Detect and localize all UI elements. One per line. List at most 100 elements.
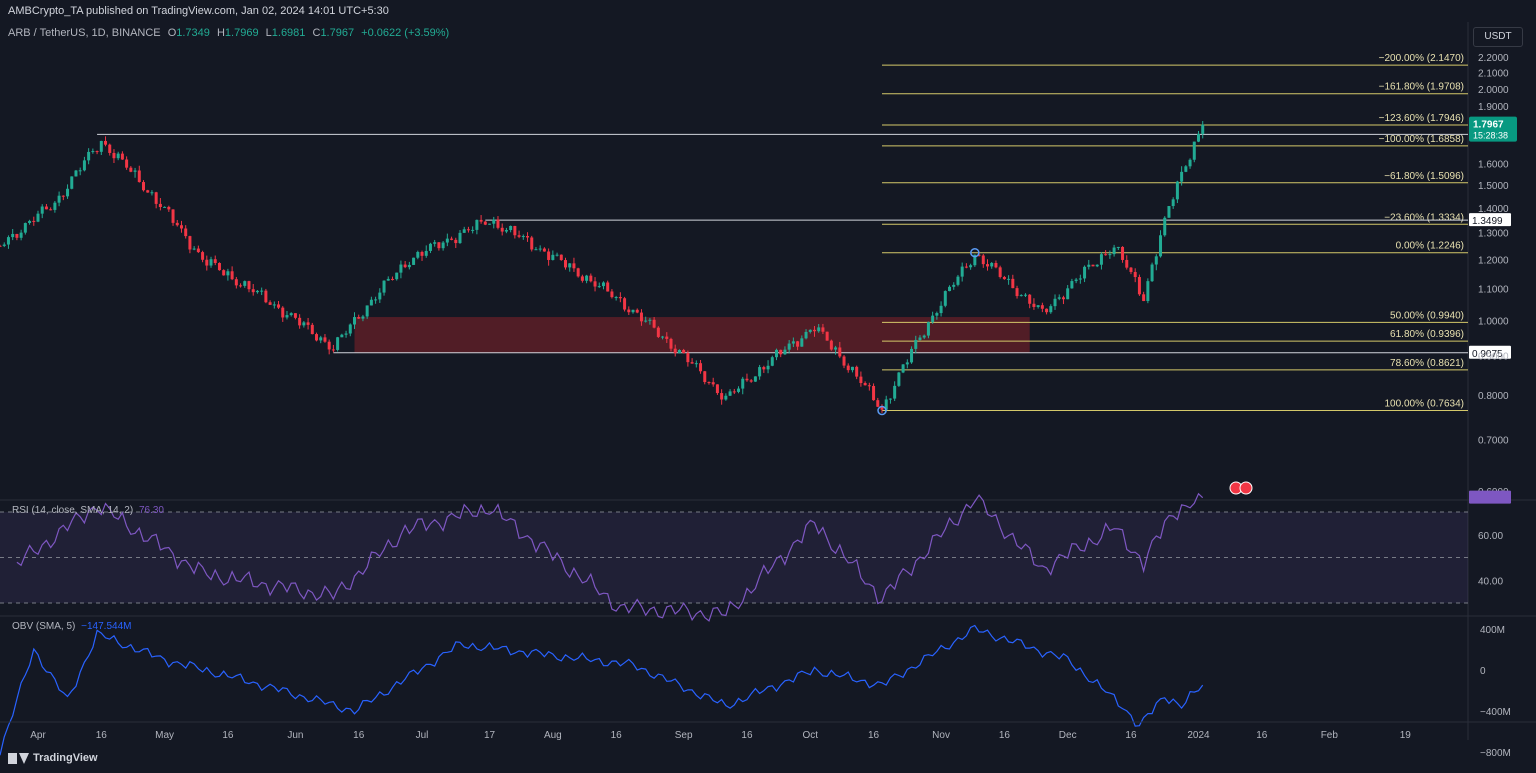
candle-body <box>264 290 268 303</box>
candle-body <box>268 302 272 305</box>
candle-body <box>509 225 513 231</box>
candle-body <box>707 382 711 384</box>
candle-countdown-label: 15:28:38 <box>1473 131 1508 141</box>
candle-body <box>1028 294 1032 304</box>
candle-body <box>711 382 715 385</box>
fib-level-label: −200.00% (2.1470) <box>1379 53 1464 64</box>
candle-body <box>876 400 880 407</box>
candle-body <box>331 349 335 351</box>
fib-level-label: 50.00% (0.9940) <box>1390 310 1464 321</box>
candle-body <box>606 282 610 292</box>
candle-body <box>1083 266 1087 279</box>
candle-body <box>825 331 829 341</box>
candle-body <box>753 376 757 382</box>
candle-body <box>635 309 639 313</box>
candle-body <box>11 233 15 238</box>
candle-body <box>1032 303 1036 307</box>
candle-body <box>610 291 614 298</box>
candle-body <box>998 267 1002 277</box>
candle-body <box>289 313 293 316</box>
candle-body <box>715 384 719 394</box>
candle-body <box>222 270 226 276</box>
symbol-legend[interactable]: ARB / TetherUS, 1D, BINANCE O1.7349 H1.7… <box>8 27 449 39</box>
rsi-legend[interactable]: RSI (14, close, SMA, 14, 2) 76.30 <box>12 505 164 516</box>
candle-body <box>201 252 205 260</box>
price-axis-tick-label: 0.7000 <box>1478 436 1509 447</box>
candle-body <box>922 335 926 338</box>
candle-body <box>306 322 310 325</box>
candle-body <box>15 233 19 238</box>
candle-body <box>808 329 812 332</box>
candle-body <box>142 182 145 191</box>
candle-body <box>589 275 593 282</box>
candle-body <box>1146 281 1150 302</box>
obv-name: OBV (SMA, 5) <box>12 621 76 632</box>
candle-body <box>1087 264 1091 267</box>
candle-body <box>137 170 141 183</box>
close-label: C <box>312 27 321 39</box>
candle-body <box>1066 288 1070 300</box>
rsi-series-line <box>16 492 1204 622</box>
candle-body <box>112 152 116 159</box>
candle-body <box>323 337 327 342</box>
candle-body <box>652 319 656 328</box>
candle-body <box>699 363 703 372</box>
candle-body <box>943 291 947 306</box>
symbol-name[interactable]: ARB / TetherUS, 1D, BINANCE <box>8 27 161 39</box>
candle-body <box>614 297 618 299</box>
candle-body <box>842 356 846 366</box>
time-axis-tick-label: Feb <box>1321 730 1339 741</box>
candle-body <box>762 367 766 370</box>
fib-level-label: 0.00% (1.2246) <box>1396 241 1464 252</box>
candle-body <box>420 251 424 256</box>
candle-body <box>623 298 627 310</box>
candle-body <box>179 225 183 229</box>
candle-body <box>277 304 281 308</box>
candle-body <box>880 406 884 410</box>
candle-body <box>648 319 652 321</box>
candle-body <box>1129 267 1133 272</box>
candle-body <box>1192 141 1196 160</box>
candle-body <box>741 378 745 389</box>
candle-body <box>787 343 791 350</box>
candle-body <box>171 209 175 223</box>
candle-body <box>99 140 103 152</box>
candle-body <box>1133 271 1137 278</box>
candle-body <box>1154 256 1158 265</box>
candle-body <box>694 363 698 365</box>
obv-legend[interactable]: OBV (SMA, 5) −147.544M <box>12 621 131 632</box>
candle-body <box>728 391 732 396</box>
candle-body <box>1070 281 1074 289</box>
candle-body <box>897 372 901 386</box>
candle-body <box>416 251 420 258</box>
rsi-value: 76.30 <box>138 505 164 516</box>
candle-body <box>462 229 466 233</box>
candle-body <box>49 209 53 211</box>
candle-body <box>1175 181 1179 200</box>
candle-body <box>555 254 559 256</box>
candle-body <box>386 278 390 281</box>
candle-body <box>779 349 783 355</box>
obv-axis-tick-label: −400M <box>1480 707 1511 718</box>
tradingview-footer[interactable]: TradingView <box>8 752 98 764</box>
rsi-value-badge <box>1469 490 1511 504</box>
candle-body <box>281 307 285 318</box>
time-axis-tick-label: 16 <box>999 730 1011 741</box>
currency-button[interactable]: USDT <box>1473 27 1523 47</box>
candle-body <box>445 238 449 243</box>
candle-body <box>986 264 989 267</box>
candle-body <box>918 337 922 340</box>
price-axis-tick-label: 0.8000 <box>1478 391 1509 402</box>
candle-body <box>749 380 753 382</box>
candle-body <box>504 230 508 232</box>
candle-body <box>1045 308 1049 313</box>
candle-body <box>1036 305 1040 307</box>
candle-body <box>926 322 930 336</box>
candle-body <box>969 265 973 268</box>
candle-body <box>357 317 361 319</box>
footer-brand: TradingView <box>33 752 98 764</box>
time-axis-tick-label: Sep <box>675 730 693 741</box>
candle-body <box>977 254 981 256</box>
fib-level-label: −61.80% (1.5096) <box>1384 171 1464 182</box>
